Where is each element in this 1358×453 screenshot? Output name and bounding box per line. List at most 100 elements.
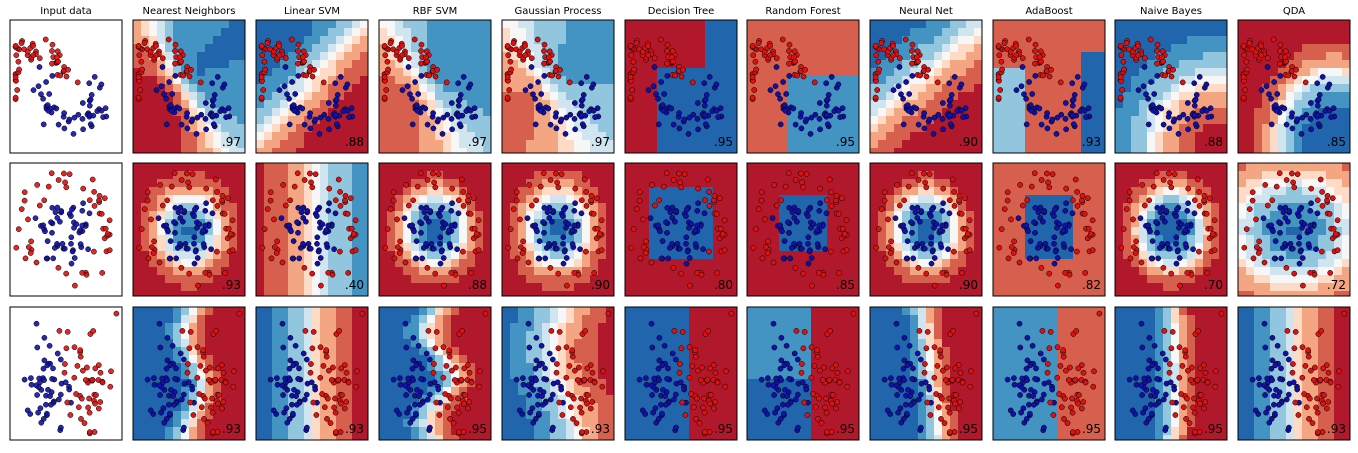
region-cell xyxy=(229,68,238,77)
region-cell xyxy=(721,84,730,93)
region-cell xyxy=(502,267,511,276)
region-cell xyxy=(721,140,730,149)
region-cell xyxy=(379,148,388,153)
region-cell xyxy=(336,108,345,117)
data-point xyxy=(298,209,305,216)
region-cell xyxy=(157,36,166,45)
data-point xyxy=(630,58,637,65)
region-cell xyxy=(360,36,368,45)
region-cell xyxy=(403,28,412,37)
data-point xyxy=(528,55,535,62)
region-cell xyxy=(590,76,599,85)
region-cell xyxy=(1057,68,1066,77)
data-point xyxy=(1330,105,1337,112)
region-cell xyxy=(205,36,214,45)
region-cell xyxy=(280,251,289,260)
region-cell xyxy=(459,259,468,268)
region-cell xyxy=(419,100,428,109)
data-point xyxy=(315,248,322,255)
data-point xyxy=(779,36,786,43)
region-cell xyxy=(304,291,313,296)
region-cell xyxy=(574,195,583,204)
region-cell xyxy=(141,108,150,117)
data-point xyxy=(557,66,563,73)
region-cell xyxy=(1131,100,1140,109)
region-cell xyxy=(993,100,1002,109)
region-cell xyxy=(902,84,911,93)
region-cell xyxy=(1302,132,1311,141)
region-cell xyxy=(697,100,706,109)
region-cell xyxy=(1009,116,1018,125)
region-cell xyxy=(697,148,706,153)
region-cell xyxy=(336,291,345,296)
data-point xyxy=(301,264,308,271)
region-cell xyxy=(141,243,150,252)
data-point xyxy=(664,48,670,54)
region-cell xyxy=(819,148,828,153)
region-cell xyxy=(918,140,927,149)
region-cell xyxy=(264,179,273,188)
region-cell xyxy=(1017,124,1026,133)
data-point xyxy=(655,95,661,102)
data-point xyxy=(1184,100,1191,106)
region-cell xyxy=(534,203,543,212)
data-point xyxy=(458,176,465,183)
data-point xyxy=(995,43,1002,49)
region-cell xyxy=(189,179,198,188)
score-label: .88 xyxy=(1204,135,1223,149)
region-cell xyxy=(574,76,583,85)
data-point xyxy=(69,206,75,213)
data-point xyxy=(995,94,1002,101)
region-cell xyxy=(1115,132,1124,141)
region-cell xyxy=(475,84,484,93)
region-cell xyxy=(1195,52,1204,61)
region-cell xyxy=(1115,60,1124,69)
region-cell xyxy=(502,235,511,244)
region-cell xyxy=(673,84,682,93)
region-cell xyxy=(189,148,198,153)
region-cell xyxy=(1211,116,1220,125)
data-point xyxy=(68,213,74,219)
region-cell xyxy=(328,211,337,220)
region-cell xyxy=(681,84,690,93)
data-point xyxy=(896,55,903,62)
data-point xyxy=(808,114,815,121)
region-cell xyxy=(1262,76,1271,85)
data-point xyxy=(332,112,339,119)
data-point xyxy=(396,250,403,256)
region-cell xyxy=(1270,124,1279,133)
region-cell xyxy=(344,116,353,125)
region-cell xyxy=(1081,68,1090,77)
region-cell xyxy=(173,211,182,220)
region-cell xyxy=(1294,132,1303,141)
region-cell xyxy=(1203,44,1212,53)
data-point xyxy=(18,40,25,46)
region-cell xyxy=(467,28,476,37)
data-point xyxy=(578,112,585,119)
data-point xyxy=(590,107,597,114)
region-cell xyxy=(582,179,591,188)
region-cell xyxy=(705,100,714,109)
data-point xyxy=(159,202,166,209)
region-cell xyxy=(336,116,345,125)
data-point xyxy=(1159,48,1166,55)
region-cell xyxy=(1009,100,1018,109)
region-cell xyxy=(1089,100,1098,109)
region-cell xyxy=(697,92,706,101)
region-cell xyxy=(157,171,166,180)
region-cell xyxy=(1001,76,1010,85)
data-point xyxy=(432,270,439,277)
region-cell xyxy=(566,148,575,153)
region-cell xyxy=(665,76,674,85)
region-cell xyxy=(779,52,788,61)
region-cell xyxy=(721,132,730,141)
region-cell xyxy=(272,76,281,85)
region-cell xyxy=(256,116,265,125)
region-cell xyxy=(1155,124,1164,133)
data-point xyxy=(1032,48,1038,54)
region-cell xyxy=(296,116,305,125)
region-cell xyxy=(1286,28,1295,37)
region-cell xyxy=(641,68,650,77)
data-point xyxy=(437,260,444,267)
data-point xyxy=(1258,87,1265,93)
